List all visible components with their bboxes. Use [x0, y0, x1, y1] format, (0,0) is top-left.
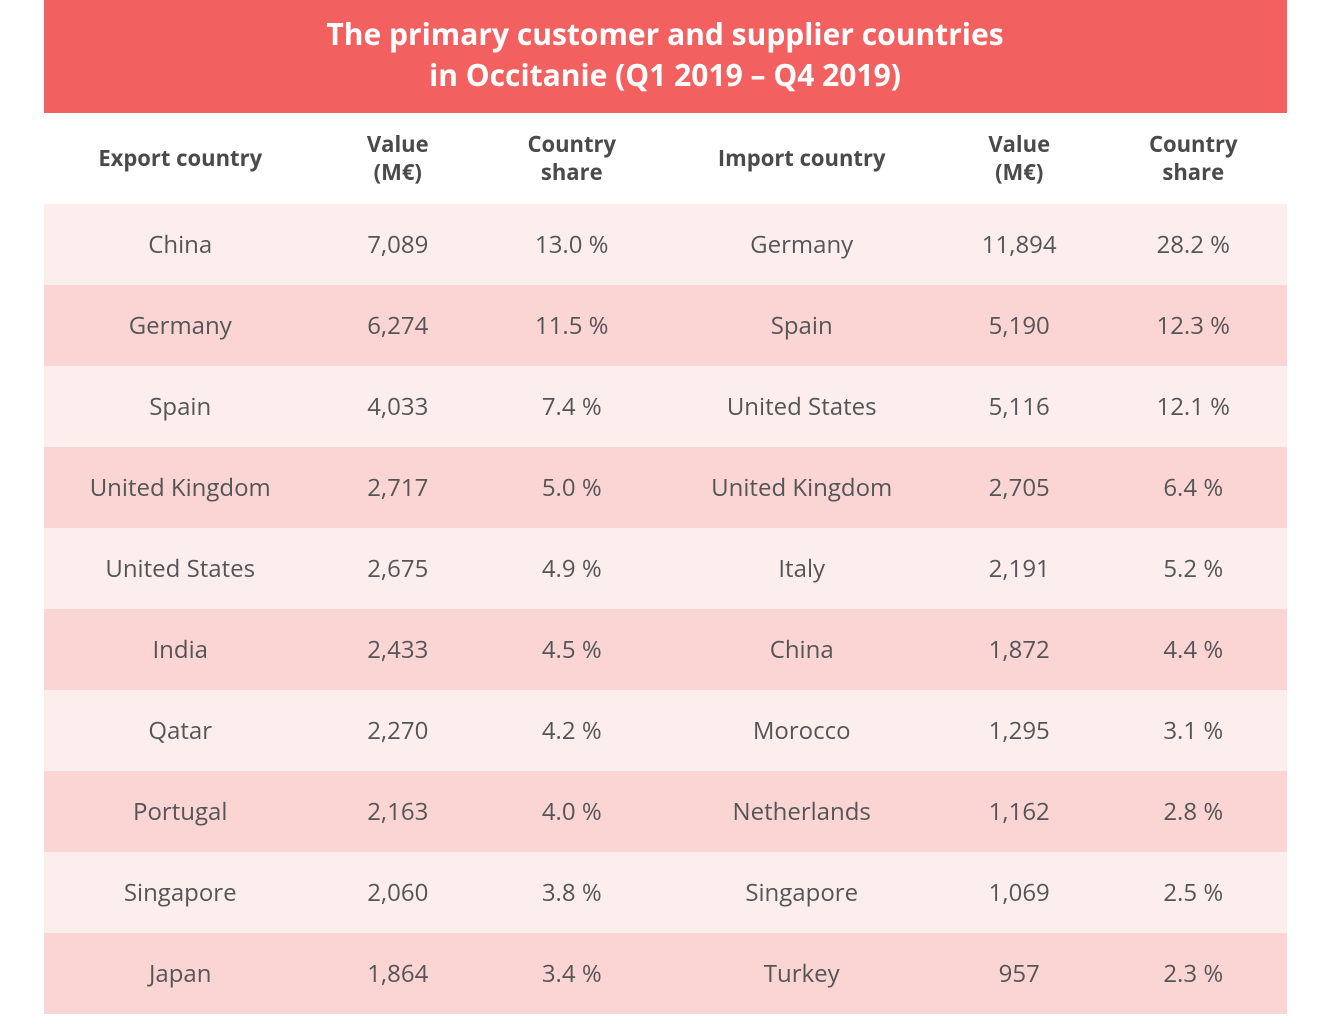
col-import-value: Value(M€) — [938, 113, 1100, 204]
table-cell: 2,191 — [938, 528, 1100, 609]
table-cell: United Kingdom — [665, 447, 938, 528]
table-cell: 2,270 — [317, 690, 479, 771]
table-cell: 12.1 % — [1100, 366, 1287, 447]
table-cell: 1,295 — [938, 690, 1100, 771]
table-cell: 6.4 % — [1100, 447, 1287, 528]
table-cell: Portugal — [44, 771, 317, 852]
table-cell: Germany — [665, 204, 938, 285]
table-cell: 4,033 — [317, 366, 479, 447]
table-cell: 12.3 % — [1100, 285, 1287, 366]
table-cell: United States — [665, 366, 938, 447]
table-cell: 5.0 % — [479, 447, 665, 528]
table-cell: Singapore — [665, 852, 938, 933]
table-cell: United States — [44, 528, 317, 609]
col-export-value: Value(M€) — [317, 113, 479, 204]
table-cell: 4.4 % — [1100, 609, 1287, 690]
table-cell: 2,060 — [317, 852, 479, 933]
table-cell: 2,705 — [938, 447, 1100, 528]
table-cell: 11.5 % — [479, 285, 665, 366]
table-cell: 5,190 — [938, 285, 1100, 366]
table-cell: 2,675 — [317, 528, 479, 609]
table-cell: 3.4 % — [479, 933, 665, 1014]
table-cell: 4.5 % — [479, 609, 665, 690]
trade-table-container: The primary customer and supplier countr… — [44, 0, 1287, 1014]
table-cell: Germany — [44, 285, 317, 366]
title-line-1: The primary customer and supplier countr… — [326, 13, 1003, 54]
table-cell: 3.1 % — [1100, 690, 1287, 771]
table-cell: 2,433 — [317, 609, 479, 690]
table-cell: 1,872 — [938, 609, 1100, 690]
table-cell: Spain — [44, 366, 317, 447]
table-cell: Spain — [665, 285, 938, 366]
table-row: Qatar2,2704.2 %Morocco1,2953.1 % — [44, 690, 1287, 771]
table-cell: 1,864 — [317, 933, 479, 1014]
table-cell: 2.8 % — [1100, 771, 1287, 852]
trade-table: Export country Value(M€) Countryshare Im… — [44, 113, 1287, 1014]
table-cell: 2.3 % — [1100, 933, 1287, 1014]
table-row: United Kingdom2,7175.0 %United Kingdom2,… — [44, 447, 1287, 528]
table-cell: China — [44, 204, 317, 285]
table-cell: 2,717 — [317, 447, 479, 528]
table-row: Japan1,8643.4 %Turkey9572.3 % — [44, 933, 1287, 1014]
table-row: Spain4,0337.4 %United States5,11612.1 % — [44, 366, 1287, 447]
col-export-share: Countryshare — [479, 113, 665, 204]
table-cell: 7,089 — [317, 204, 479, 285]
col-import-share: Countryshare — [1100, 113, 1287, 204]
table-row: Portugal2,1634.0 %Netherlands1,1622.8 % — [44, 771, 1287, 852]
table-cell: Turkey — [665, 933, 938, 1014]
table-cell: Japan — [44, 933, 317, 1014]
table-cell: 4.0 % — [479, 771, 665, 852]
table-cell: 957 — [938, 933, 1100, 1014]
table-cell: India — [44, 609, 317, 690]
table-cell: 4.9 % — [479, 528, 665, 609]
table-title: The primary customer and supplier countr… — [44, 0, 1287, 113]
table-cell: Italy — [665, 528, 938, 609]
table-cell: 1,162 — [938, 771, 1100, 852]
table-row: China7,08913.0 %Germany11,89428.2 % — [44, 204, 1287, 285]
table-cell: 2.5 % — [1100, 852, 1287, 933]
table-cell: 7.4 % — [479, 366, 665, 447]
table-row: Germany6,27411.5 %Spain5,19012.3 % — [44, 285, 1287, 366]
table-cell: United Kingdom — [44, 447, 317, 528]
table-cell: 5.2 % — [1100, 528, 1287, 609]
table-cell: 2,163 — [317, 771, 479, 852]
table-cell: Netherlands — [665, 771, 938, 852]
table-cell: Singapore — [44, 852, 317, 933]
table-cell: Qatar — [44, 690, 317, 771]
table-cell: Morocco — [665, 690, 938, 771]
table-row: India2,4334.5 %China1,8724.4 % — [44, 609, 1287, 690]
table-cell: China — [665, 609, 938, 690]
table-cell: 6,274 — [317, 285, 479, 366]
table-cell: 4.2 % — [479, 690, 665, 771]
title-line-2: in Occitanie (Q1 2019 – Q4 2019) — [429, 54, 901, 95]
table-cell: 13.0 % — [479, 204, 665, 285]
table-cell: 1,069 — [938, 852, 1100, 933]
table-cell: 11,894 — [938, 204, 1100, 285]
table-row: Singapore2,0603.8 %Singapore1,0692.5 % — [44, 852, 1287, 933]
col-import-country: Import country — [665, 113, 938, 204]
col-export-country: Export country — [44, 113, 317, 204]
table-cell: 28.2 % — [1100, 204, 1287, 285]
table-cell: 5,116 — [938, 366, 1100, 447]
header-row: Export country Value(M€) Countryshare Im… — [44, 113, 1287, 204]
table-cell: 3.8 % — [479, 852, 665, 933]
table-row: United States2,6754.9 %Italy2,1915.2 % — [44, 528, 1287, 609]
